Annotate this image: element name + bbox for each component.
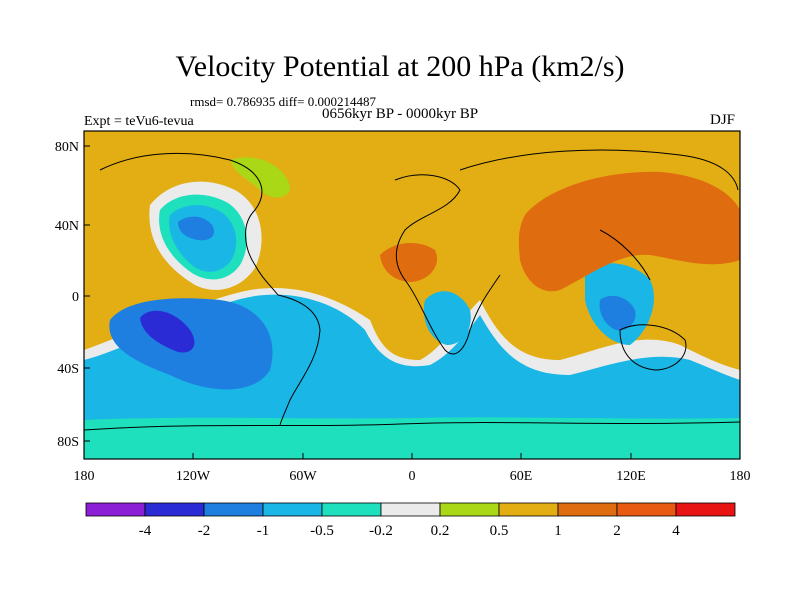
colorbar-label: 4 xyxy=(672,523,680,539)
coast-antarctica xyxy=(84,421,740,431)
colorbar-swatch xyxy=(85,502,146,517)
lon-tick-label: 0 xyxy=(409,469,416,484)
lon-tick-label: 60E xyxy=(510,469,533,484)
colorbar-label: 1 xyxy=(554,523,562,539)
lat-tick-label: 80N xyxy=(55,140,79,155)
colorbar-swatch xyxy=(262,502,323,517)
colorbar-swatch xyxy=(144,502,205,517)
lon-tick-label: 120E xyxy=(616,469,646,484)
colorbar-label: -1 xyxy=(257,523,270,539)
lon-tick-label: 60W xyxy=(289,469,317,484)
region-neg-northamerica-blue xyxy=(178,216,215,241)
colorbar-swatch xyxy=(439,502,500,517)
coast-south-america xyxy=(277,294,321,426)
coast-australia xyxy=(619,324,687,371)
region-pos-asia xyxy=(518,171,740,292)
region-neg-pacific-dark xyxy=(140,310,195,353)
season-label: DJF xyxy=(710,112,736,128)
lon-tick-label: 180 xyxy=(730,469,751,484)
stats-label: rmsd= 0.786935 diff= 0.000214487 xyxy=(190,94,376,109)
lat-tick-label: 40S xyxy=(57,362,79,377)
colorbar-label: -4 xyxy=(139,523,152,539)
colorbar-swatch xyxy=(380,502,441,517)
colorbar-swatch xyxy=(498,502,559,517)
region-neg-south-pole xyxy=(84,417,740,459)
colorbar-swatch xyxy=(557,502,618,517)
lon-tick-label: 120W xyxy=(176,469,211,484)
latitude-ticks: 80N 40N 0 40S 80S xyxy=(55,140,90,450)
region-neg-maritime-core xyxy=(599,295,636,331)
lat-tick-label: 0 xyxy=(72,290,79,305)
colorbar-label: -0.2 xyxy=(369,523,393,539)
region-pos-northafrica xyxy=(380,243,438,282)
map-title: Velocity Potential at 200 hPa (km2/s) xyxy=(175,50,625,83)
longitude-ticks: 180 120W 60W 0 60E 120E 180 xyxy=(74,453,751,484)
colorbar-label: 0.2 xyxy=(431,523,450,539)
coast-north-america xyxy=(99,152,279,296)
colorbar-swatch xyxy=(203,502,264,517)
colorbar-label: 0.5 xyxy=(490,523,509,539)
experiment-label: Expt = teVu6-tevua xyxy=(84,114,194,129)
contour-fill xyxy=(84,131,740,459)
region-neg-africa xyxy=(423,291,471,345)
colorbar: -4 -2 -1 -0.5 -0.2 0.2 0.5 1 2 4 xyxy=(85,502,736,539)
colorbar-label: 2 xyxy=(613,523,621,539)
region-pos-northamerica-arc xyxy=(230,157,290,198)
lat-tick-label: 80S xyxy=(57,435,79,450)
colorbar-swatch xyxy=(675,502,736,517)
coast-asia xyxy=(459,149,739,281)
colorbar-label: -2 xyxy=(198,523,211,539)
lon-tick-label: 180 xyxy=(74,469,95,484)
coast-europe-africa xyxy=(394,174,501,355)
colorbar-label: -0.5 xyxy=(310,523,334,539)
colorbar-swatch xyxy=(321,502,382,517)
period-label: 0656kyr BP - 0000kyr BP xyxy=(322,106,479,122)
coastlines xyxy=(84,149,740,431)
lat-tick-label: 40N xyxy=(55,219,79,234)
colorbar-swatch xyxy=(616,502,677,517)
